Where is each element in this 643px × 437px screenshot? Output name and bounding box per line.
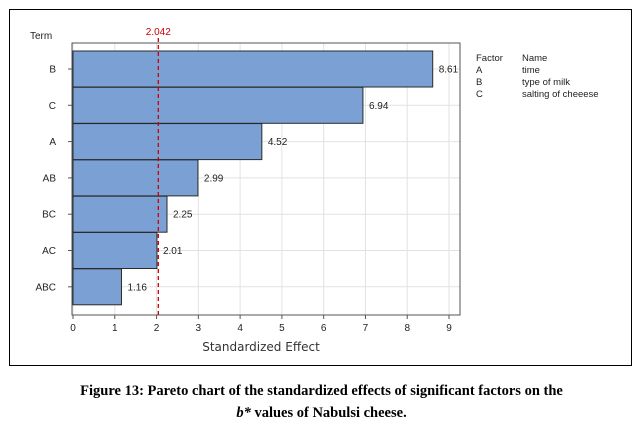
data-label: 6.94 [369,101,389,112]
category-label: B [49,65,56,76]
reference-layer: 2.042 [146,27,171,315]
legend-name: time [522,65,540,76]
legend-header-factor: Factor [476,53,503,64]
data-label: 1.16 [127,282,147,293]
x-tick-label: 0 [70,323,76,334]
legend-factor: C [476,89,483,100]
x-tick-label: 2 [154,323,160,334]
legend-name: type of milk [522,77,570,88]
bar-ab [72,159,199,197]
bar-bc [72,195,168,233]
x-tick-label: 4 [237,323,243,334]
bars-layer: 8.61 6.94 4.52 2.99 2.25 2.01 1.16 [72,50,459,306]
category-label: AB [43,173,57,184]
data-label: 4.52 [268,137,288,148]
legend-name: salting of cheeese [522,89,599,100]
caption-variable: b* [236,405,251,421]
data-label: 8.61 [439,65,459,76]
category-label: A [49,137,56,148]
x-tick-label: 7 [363,323,369,334]
plot-area [71,42,461,316]
figure-caption: Figure 13: Pareto chart of the standardi… [0,380,643,424]
caption-line-2: b* values of Nabulsi cheese. [0,402,643,424]
figure-frame: 8.61 6.94 4.52 2.99 2.25 2.01 1.16 2.042 0 1 2 3 4… [9,9,632,366]
category-label: AC [42,246,56,257]
bar-a [72,123,263,161]
bar-abc [72,268,122,306]
caption-line-2-rest: values of Nabulsi cheese. [250,405,407,421]
data-label: 2.25 [173,210,193,221]
x-tick-label: 9 [446,323,452,334]
x-tick-label: 6 [321,323,327,334]
data-label: 2.99 [204,173,224,184]
caption-line-1: Figure 13: Pareto chart of the standardi… [80,383,563,399]
y-axis-title: Term [30,31,52,42]
x-axis-title: Standardized Effect [202,340,320,354]
bar-b [72,50,434,88]
category-label: BC [42,210,56,221]
category-label: ABC [35,282,56,293]
legend-factor: B [476,77,482,88]
pareto-chart: 8.61 6.94 4.52 2.99 2.25 2.01 1.16 2.042 0 1 2 3 4… [30,27,599,354]
legend-header-name: Name [522,53,547,64]
legend-factor: A [476,65,483,76]
category-label: C [49,101,56,112]
reference-label: 2.042 [146,27,171,38]
bar-ac [72,232,158,269]
x-tick-label: 3 [196,323,202,334]
data-label: 2.01 [163,246,183,257]
x-tick-label: 1 [112,323,118,334]
x-tick-label: 5 [279,323,285,334]
x-tick-label: 8 [404,323,410,334]
bar-c [72,86,364,124]
